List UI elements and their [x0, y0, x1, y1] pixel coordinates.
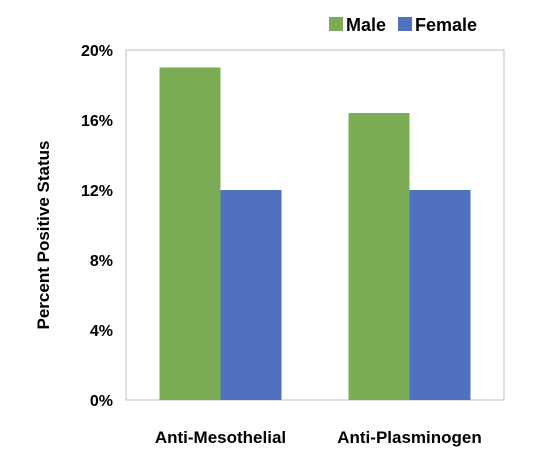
legend-label-female: Female	[415, 15, 477, 35]
y-tick-label: 16%	[81, 113, 113, 130]
y-tick-label: 12%	[81, 183, 113, 200]
y-tick-label: 4%	[90, 323, 113, 340]
bars-group	[159, 67, 471, 400]
legend-swatch-female	[398, 17, 413, 31]
x-category-label: Anti-Mesothelial	[155, 428, 286, 447]
y-axis-label: Percent Positive Status	[34, 141, 53, 330]
legend-swatch-male	[329, 17, 343, 31]
legend: Male Female	[329, 15, 477, 35]
y-tick-label: 8%	[90, 253, 113, 270]
bar-male-anti-mesothelial	[159, 67, 221, 400]
legend-label-male: Male	[346, 15, 386, 35]
y-tick-label: 0%	[90, 393, 113, 410]
bar-female-anti-plasminogen	[409, 190, 471, 400]
x-categories-group: Anti-Mesothelial Anti-Plasminogen	[155, 428, 482, 447]
x-category-label: Anti-Plasminogen	[337, 428, 482, 447]
plot-area-frame	[125, 49, 505, 401]
bar-female-anti-mesothelial	[220, 190, 282, 400]
y-ticks-group: 0% 4% 8% 12% 16% 20%	[81, 43, 113, 410]
bar-male-anti-plasminogen	[348, 113, 410, 400]
y-tick-label: 20%	[81, 43, 113, 60]
